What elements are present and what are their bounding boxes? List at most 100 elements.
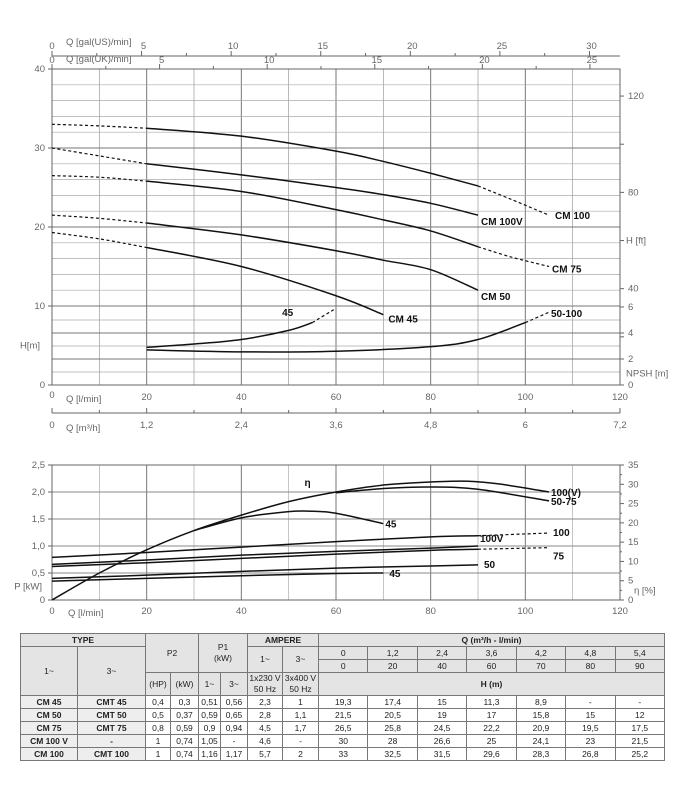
gal-us-tick-label: 10 <box>228 41 239 52</box>
head-value: 25,2 <box>614 747 666 761</box>
head-value: 15 <box>565 708 616 722</box>
h-tick-label: 0 <box>40 380 45 391</box>
gal-us-axis-label: Q [gal(US)/min] <box>66 37 131 48</box>
head-value: 28 <box>367 734 418 748</box>
ft-tick-label: 120 <box>628 91 644 102</box>
gal-uk-tick-label: 0 <box>49 55 54 66</box>
p2-header: P2 <box>145 633 200 673</box>
npsh-curve-label: 45 <box>282 308 294 319</box>
m3h-tick-label: 2,4 <box>235 420 248 431</box>
p-tick-label: 1,5 <box>32 514 45 525</box>
gal-uk-tick-label: 10 <box>264 55 275 66</box>
head-value: - <box>565 695 616 709</box>
curve-label: CM 100V <box>481 217 523 228</box>
head-value: 17 <box>466 708 517 722</box>
model-three-phase: CMT 50 <box>76 708 147 722</box>
head-value: 20,5 <box>367 708 418 722</box>
npsh-tick-label: 0 <box>628 380 633 391</box>
ft-axis-label: H [ft] <box>626 236 646 247</box>
head-curve-extrapolated <box>51 214 147 224</box>
npsh-tick-label: 6 <box>628 302 633 313</box>
p2-kw: 0,74 <box>170 747 200 761</box>
ampere-three: 2 <box>282 747 320 761</box>
gal-uk-tick-label: 25 <box>587 55 598 66</box>
model-single-phase: CM 50 <box>20 708 78 722</box>
p2-hp-header: (HP) <box>145 672 172 696</box>
head-value: 25,8 <box>367 721 418 735</box>
efficiency-curve-45 <box>193 510 384 532</box>
power-curve-75 <box>51 548 479 568</box>
p1-three: 0,94 <box>220 721 249 735</box>
ampere-three-phase-header: 3~ <box>282 646 320 673</box>
curve-label: CM 75 <box>552 265 582 276</box>
head-value: 24,5 <box>416 721 468 735</box>
p1-single: 0,59 <box>198 708 222 722</box>
p-tick-label: 2,0 <box>32 487 45 498</box>
q-header: Q (m³/h - l/min) <box>318 633 665 647</box>
p-tick-label: 1,0 <box>32 541 45 552</box>
curve-label: CM 100 <box>555 211 590 222</box>
model-single-phase: CM 100 V <box>20 734 78 748</box>
npsh-curve <box>146 321 526 353</box>
head-value: 15 <box>416 695 468 709</box>
npsh-curve-extrapolated <box>525 311 550 324</box>
npsh-curve-label: 50-100 <box>551 309 583 320</box>
q-lmin-axis-label: Q [l/min] <box>68 608 103 619</box>
ampere-header: AMPERE <box>247 633 320 647</box>
head-value: 30 <box>318 734 369 748</box>
power-curve-45 <box>51 572 384 582</box>
head-curve-extrapolated <box>51 147 147 165</box>
q-m3h-value: 2,4 <box>416 646 468 660</box>
ampere-3-voltage: 3x400 V 50 Hz <box>282 672 320 696</box>
q-lmin-tick-label: 80 <box>425 392 436 403</box>
q-lmin-tick-label: 0 <box>49 606 54 617</box>
head-header: H (m) <box>318 672 665 696</box>
npsh-tick-label: 2 <box>628 354 633 365</box>
table-row: CM 50 CMT 50 0,5 0,37 0,59 0,65 2,8 1,1 21,5 20,5… <box>20 708 666 722</box>
voltage-label: 3x400 V <box>284 673 317 683</box>
q-m3h-value: 4,2 <box>515 646 567 660</box>
m3h-tick-label: 6 <box>523 420 528 431</box>
model-single-phase: CM 100 <box>20 747 78 761</box>
eta-tick-label: 15 <box>628 537 639 548</box>
npsh-curve <box>146 321 313 349</box>
eta-tick-label: 10 <box>628 556 639 567</box>
q-m3h-value: 0 <box>318 646 369 660</box>
h-axis-label: H[m] <box>20 341 40 352</box>
power-curve-100 <box>51 534 479 559</box>
q-lmin-tick-label: 60 <box>331 392 342 403</box>
head-value: 19,3 <box>318 695 369 709</box>
table-row: CM 75 CMT 75 0,8 0,59 0,9 0,94 4,5 1,7 26,5 25,8 2… <box>20 721 666 735</box>
m3h-axis-label: Q [m³/h] <box>66 423 100 434</box>
q-lmin-tick-label: 40 <box>236 606 247 617</box>
power-curve-label: 100V <box>480 534 504 545</box>
head-curve-cm100 <box>146 127 479 187</box>
head-value: 33 <box>318 747 369 761</box>
ampere-single: 4,6 <box>247 734 284 748</box>
head-value: 23 <box>565 734 616 748</box>
p-axis-label: P [kW] <box>14 582 42 593</box>
type-three-phase-header: 3~ <box>76 646 147 696</box>
freq-label: 50 Hz <box>289 684 312 694</box>
gal-uk-axis-label: Q [gal(UK)/min] <box>66 54 131 65</box>
efficiency-symbol: η <box>305 478 311 489</box>
head-value: 17,4 <box>367 695 418 709</box>
efficiency-curve-label: 50-75 <box>551 497 577 508</box>
head-value: 32,5 <box>367 747 418 761</box>
q-lmin-tick-label: 40 <box>236 392 247 403</box>
eta-tick-label: 30 <box>628 479 639 490</box>
p2-kw: 0,74 <box>170 734 200 748</box>
head-value: 31,5 <box>416 747 468 761</box>
power-curve-100v <box>51 545 479 566</box>
m3h-tick-label: 0 <box>49 420 54 431</box>
eta-tick-label: 0 <box>628 595 633 606</box>
m3h-tick-label: 4,8 <box>424 420 437 431</box>
q-lmin-value: 90 <box>614 659 666 673</box>
eta-tick-label: 25 <box>628 499 639 510</box>
table-row: CM 45 CMT 45 0,4 0,3 0,51 0,56 2,3 1 19,3 17,4 15 1… <box>20 695 666 709</box>
curve-label: CM 50 <box>481 292 511 303</box>
p2-hp: 0,4 <box>145 695 172 709</box>
head-curve-extrapolated <box>51 231 147 249</box>
p2-kw-header: (kW) <box>170 672 200 696</box>
p-tick-label: 0 <box>40 595 45 606</box>
